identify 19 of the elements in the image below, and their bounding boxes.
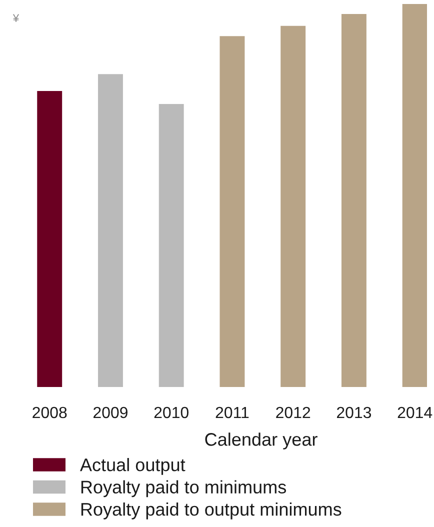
x-tick-label: 2008 bbox=[32, 406, 67, 418]
y-axis-title: ¥ bbox=[12, 14, 20, 22]
legend-label: Actual output bbox=[80, 458, 186, 475]
bar bbox=[98, 74, 123, 387]
bar bbox=[220, 36, 245, 387]
bar bbox=[280, 26, 306, 387]
bar bbox=[158, 104, 184, 387]
bar bbox=[402, 4, 427, 387]
legend-label: Royalty paid to output minimums bbox=[81, 502, 342, 520]
bar bbox=[341, 14, 366, 387]
legend-label: Royalty paid to minimums bbox=[81, 480, 286, 498]
x-tick-label: 2014 bbox=[398, 406, 432, 418]
x-axis-title: Calendar year bbox=[205, 432, 318, 450]
bar bbox=[37, 90, 62, 387]
x-tick-label: 2010 bbox=[154, 406, 188, 418]
x-tick-label: 2011 bbox=[216, 406, 249, 418]
x-tick-label: 2012 bbox=[276, 406, 310, 418]
x-tick-label: 2013 bbox=[336, 406, 372, 418]
x-tick-label: 2009 bbox=[94, 406, 128, 418]
